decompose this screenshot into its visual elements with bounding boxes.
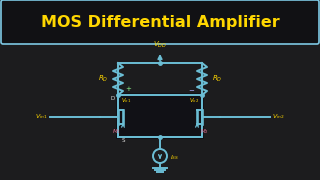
- Text: $R_D$: $R_D$: [212, 74, 222, 84]
- Text: $-$: $-$: [188, 86, 196, 92]
- Text: S: S: [122, 138, 125, 143]
- Text: D: D: [111, 96, 115, 101]
- Text: $V_{o2}$: $V_{o2}$: [189, 96, 199, 105]
- FancyBboxPatch shape: [1, 0, 319, 44]
- Text: $V_{in2}$: $V_{in2}$: [272, 112, 284, 122]
- Text: $I_{SS}$: $I_{SS}$: [170, 154, 179, 162]
- Text: $M_1$: $M_1$: [112, 127, 120, 136]
- Text: MOS Differential Amplifier: MOS Differential Amplifier: [41, 15, 279, 30]
- Text: $M_2$: $M_2$: [200, 127, 208, 136]
- Text: +: +: [125, 86, 131, 92]
- Text: $V_{in1}$: $V_{in1}$: [36, 112, 48, 122]
- Text: $V_{o1}$: $V_{o1}$: [121, 96, 131, 105]
- Text: $R_D$: $R_D$: [98, 74, 108, 84]
- Text: $V_{DD}$: $V_{DD}$: [153, 40, 167, 50]
- FancyBboxPatch shape: [116, 93, 204, 139]
